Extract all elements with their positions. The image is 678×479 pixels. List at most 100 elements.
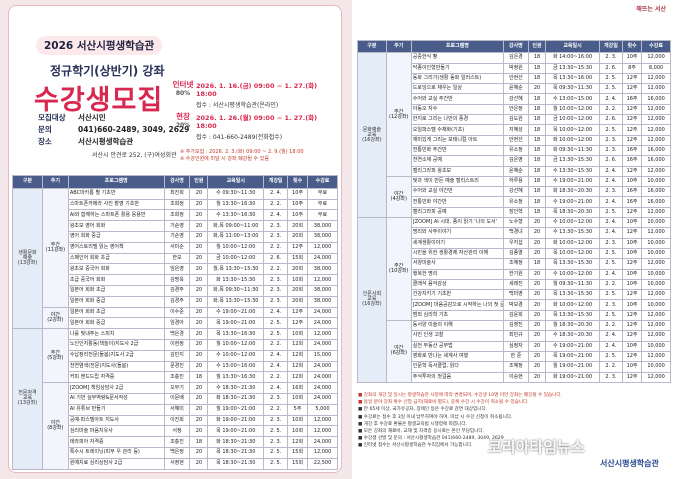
course-cell: 20 — [189, 382, 209, 394]
course-cell: 수 10:00~12:00 — [207, 349, 265, 362]
course-cell: 20회 — [287, 230, 309, 243]
course-cell: 하루용 — [502, 175, 529, 188]
apply-row: 인터넷 80% 2026. 1. 16.(금) 09:00 ~ 1. 27.(화) … — [170, 80, 335, 109]
course-cell: 20 — [189, 338, 209, 351]
course-cell: 12,000 — [641, 309, 671, 322]
course-cell: 10주 — [621, 237, 643, 249]
course-cell: 2. 4. — [598, 330, 623, 342]
course-row: 스마트폰카메라 사진 촬영 기초반 조희정 20 월 13:30~16:30 2. 2.… — [13, 198, 338, 211]
course-cell: 오부기 — [163, 382, 191, 394]
course-cell: 12,000 — [641, 72, 671, 85]
course-cell: 12주 — [287, 317, 309, 330]
note-line: ■ 수강생 선발 및 문의 : 서산시평생학습관 041)660-2489, 3… — [358, 436, 504, 442]
course-cell: 10,000 — [641, 278, 671, 291]
course-row: 아동오 자수 안은정 18 월 10:00~12:00 2. 2. 12주 12,000 — [358, 103, 671, 116]
title: 수강생모집 — [34, 85, 164, 116]
column-header: 수강료 — [641, 39, 671, 54]
course-cell: 강선혜 — [502, 93, 529, 105]
course-cell: 12,000 — [307, 241, 338, 254]
course-cell: 12,000 — [641, 330, 671, 342]
course-cell: 서혜미 — [163, 403, 191, 416]
course-cell: 빛과 색이 만든 예술 캘리스트리 — [410, 175, 504, 188]
header-note: ※ 추가모집 : 2026. 2. 3.(화) 09:00 ~ 2. 9.(월)… — [180, 149, 304, 155]
info-line: 문의 041)660-2489, 3049, 2629 — [38, 124, 189, 135]
course-cell: 5주 — [287, 403, 309, 416]
course-cell: 실전 부동산 공부법 — [410, 340, 504, 352]
course-cell: 2. 5. — [598, 258, 623, 270]
course-cell: 10주 — [621, 175, 643, 188]
course-cell: 2. 4. — [598, 93, 623, 105]
course-row: 캘리그라피 왕초보 윤혜순 18 수 13:30~15:30 2. 4. 12주 12,00… — [358, 165, 671, 177]
column-header: 교육일시 — [545, 39, 600, 54]
course-cell: 2. 4. — [598, 268, 623, 280]
course-cell: 10주 — [621, 247, 643, 260]
column-header: 구분 — [357, 39, 387, 54]
course-cell: 12,000 — [641, 320, 671, 332]
course-cell: 24,000 — [307, 436, 338, 448]
course-cell: 2. 5. — [598, 72, 623, 85]
course-cell: 2. 5. — [598, 206, 623, 219]
course-cell: 2. 3. — [598, 237, 623, 249]
course-cell: 20 — [527, 320, 547, 332]
course-cell: 20 — [527, 268, 547, 280]
course-cell: 유소정 — [502, 196, 529, 208]
course-row: 생활문화 예술 (13강좌) 주간 (11강좌) ABC마카롱 별 기초반 최진희 20… — [12, 187, 338, 330]
course-row: 원예치료 심리상담사 2급 서정현 20 목 18:30~21:30 2. 5. 15회 2… — [13, 457, 338, 470]
column-header: 프로그램명 — [410, 39, 504, 54]
footer-logo: 서산시평생학습관 — [600, 459, 659, 468]
course-cell: 심정자 — [502, 340, 529, 352]
course-cell: 2. 3. — [263, 274, 289, 286]
course-cell: 공예·파스텔아트 지도사 — [67, 414, 165, 427]
header-note: ※ 수강인원에 미달 시 강좌 폐강될 수 있음 — [180, 156, 269, 162]
course-cell: 15회 — [287, 446, 309, 459]
course-cell: 20 — [189, 403, 209, 416]
course-cell: 18 — [527, 175, 547, 188]
course-row: 실전 부동산 공부법 심정자 20 수 19:00~21:00 2. 4. 10주 10,0… — [358, 340, 671, 352]
course-cell: 공중한식 빵 — [410, 52, 504, 64]
course-row: 왕초보 영어 회화 기순영 20 화,목 09:00~11:00 2. 3. 20회 38,… — [13, 220, 338, 232]
course-cell: 12회 — [287, 436, 309, 448]
course-cell: 2. 2. — [598, 361, 623, 373]
info-label: 장소 — [38, 137, 52, 146]
course-cell: 20 — [189, 198, 209, 211]
course-cell: 캘리그라피 왕초보 — [410, 165, 504, 177]
course-cell: 안은정 — [502, 103, 529, 116]
course-cell: 수 13:30~15:30 — [545, 165, 600, 177]
course-cell: 2. 4. — [598, 165, 623, 177]
course-cell: 24,000 — [307, 360, 338, 373]
course-cell: 범죄 심리학 기초 — [410, 309, 504, 322]
course-cell: 심리미술 마음치유사 — [67, 425, 165, 438]
course-cell: 8,000 — [641, 62, 671, 74]
course-row: 야간 (4강좌) 빛과 색이 만든 예술 캘리스트리 하루용 18 수 19:00~21… — [358, 175, 671, 219]
period-cell: 주간 (5강좌) — [41, 328, 69, 384]
apply-period: 2026. 1. 16.(금) 09:00 ~ 1. 27.(화) 18:00 — [196, 82, 318, 98]
course-cell: 12주 — [621, 320, 643, 332]
course-cell: 20 — [189, 263, 209, 276]
course-cell: 이수준 — [163, 306, 191, 319]
course-cell: 20 — [527, 340, 547, 352]
course-cell: 문경진 — [163, 360, 191, 373]
course-cell: 18 — [189, 371, 209, 384]
course-cell: 천연소재 공예 — [410, 155, 504, 167]
course-cell: 2. 2. — [263, 263, 289, 276]
course-cell: 24,000 — [307, 317, 338, 330]
course-cell: 10,000 — [641, 299, 671, 311]
course-cell: 서정 — [163, 425, 191, 438]
course-cell: 임은영 — [163, 263, 191, 276]
course-cell: 16,000 — [641, 155, 671, 167]
course-cell: 무료 — [307, 198, 338, 211]
course-cell: 10회 — [287, 425, 309, 438]
info-label: 모집대상 — [38, 113, 66, 122]
course-cell: 박보경 — [502, 299, 529, 311]
course-cell: 2. 2. — [263, 371, 289, 384]
course-cell: [ZOOM] 마음공감으로 시작하는 나의 첫 글쓰기 — [410, 299, 504, 311]
logo: 해뜨는 서산 — [636, 6, 666, 13]
course-cell: 수 19:00~21:00 — [207, 306, 265, 319]
note-line: ■ 모든 강좌의 재료비, 교재 및 자격증 응시료는 본인 부담입니다. — [358, 429, 485, 435]
course-cell: 이승현 — [502, 371, 529, 383]
course-cell: 조희정 — [163, 198, 191, 211]
course-cell: 18 — [189, 436, 209, 448]
course-cell: 20 — [189, 306, 209, 319]
course-cell: 20회 — [287, 284, 309, 297]
course-cell: 2. 2. — [263, 338, 289, 351]
